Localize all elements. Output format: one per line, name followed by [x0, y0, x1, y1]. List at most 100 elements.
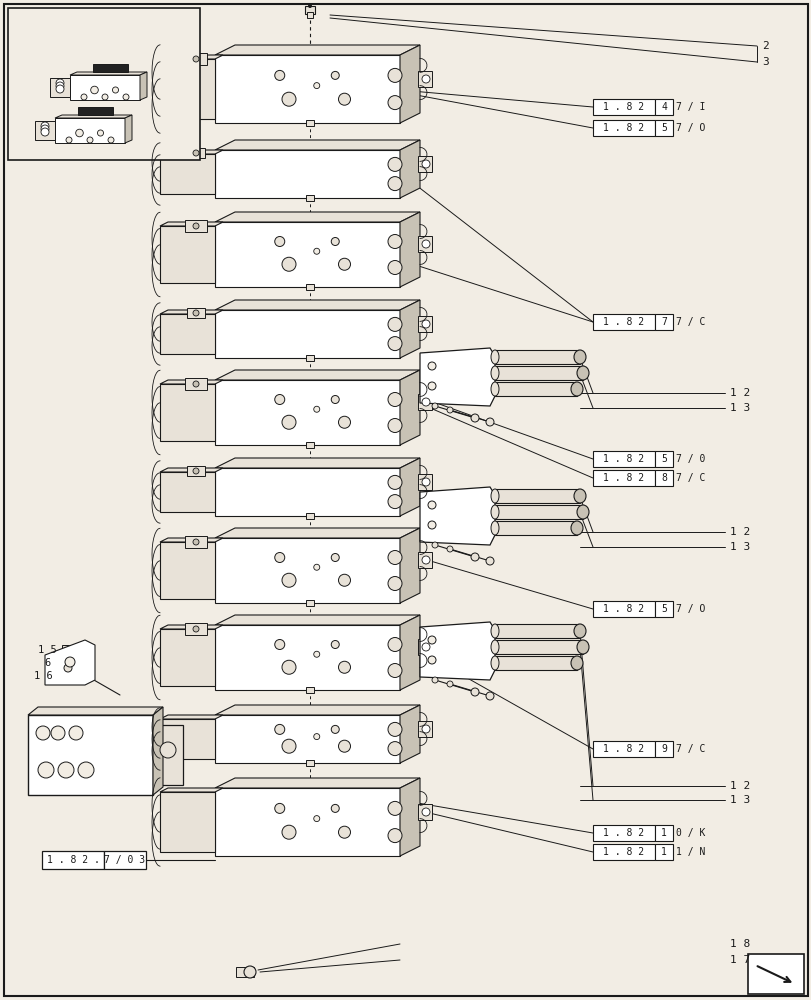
Circle shape	[427, 501, 436, 509]
Circle shape	[193, 539, 199, 545]
Text: 1 . 8 2: 1 . 8 2	[603, 123, 644, 133]
Polygon shape	[418, 721, 431, 737]
Text: 1 / N: 1 / N	[676, 847, 705, 857]
Circle shape	[66, 137, 72, 143]
Ellipse shape	[491, 624, 499, 638]
Polygon shape	[419, 622, 495, 680]
Circle shape	[338, 740, 350, 752]
Polygon shape	[125, 115, 132, 143]
Circle shape	[193, 468, 199, 474]
Circle shape	[281, 92, 296, 106]
Circle shape	[64, 664, 72, 672]
Bar	[187, 466, 204, 476]
Circle shape	[331, 237, 339, 245]
Circle shape	[281, 739, 296, 753]
Circle shape	[446, 546, 453, 552]
Polygon shape	[400, 778, 419, 856]
Bar	[236, 967, 254, 977]
Circle shape	[313, 83, 320, 89]
Text: 1 8: 1 8	[729, 939, 749, 949]
Text: 1 . 8 2: 1 . 8 2	[603, 454, 644, 464]
Polygon shape	[418, 639, 431, 655]
Circle shape	[446, 407, 453, 413]
Circle shape	[427, 656, 436, 664]
Polygon shape	[139, 72, 147, 100]
Polygon shape	[215, 150, 400, 198]
Text: 1 . 8 2: 1 . 8 2	[603, 847, 644, 857]
Text: 1 . 8 2: 1 . 8 2	[603, 102, 644, 112]
Circle shape	[388, 638, 401, 652]
Bar	[307, 12, 312, 18]
Polygon shape	[215, 222, 400, 287]
Circle shape	[313, 734, 320, 740]
Circle shape	[281, 415, 296, 429]
Bar	[8, 8, 200, 160]
Polygon shape	[400, 705, 419, 763]
Circle shape	[313, 651, 320, 657]
Text: 7 / 0 3: 7 / 0 3	[105, 855, 145, 865]
Bar	[592, 314, 654, 330]
Bar	[306, 687, 314, 693]
Ellipse shape	[491, 489, 499, 503]
Circle shape	[388, 177, 401, 191]
Circle shape	[36, 726, 50, 740]
Polygon shape	[55, 118, 125, 143]
Polygon shape	[418, 474, 431, 490]
Polygon shape	[418, 71, 431, 87]
Polygon shape	[160, 719, 215, 759]
Polygon shape	[160, 310, 223, 314]
Polygon shape	[418, 156, 431, 172]
Circle shape	[388, 722, 401, 736]
Bar	[592, 601, 654, 617]
Polygon shape	[215, 300, 419, 310]
Circle shape	[56, 82, 64, 90]
Polygon shape	[160, 792, 215, 852]
Polygon shape	[418, 394, 431, 410]
Circle shape	[422, 240, 430, 248]
Polygon shape	[215, 705, 419, 715]
Circle shape	[193, 381, 199, 387]
Circle shape	[388, 317, 401, 331]
Circle shape	[388, 801, 401, 815]
Polygon shape	[215, 468, 400, 516]
Text: 1 . 8 2 .: 1 . 8 2 .	[46, 855, 99, 865]
Bar	[306, 513, 314, 519]
Polygon shape	[215, 370, 419, 380]
Circle shape	[470, 553, 478, 561]
Text: 1 2: 1 2	[729, 527, 749, 537]
Circle shape	[388, 260, 401, 274]
Polygon shape	[215, 140, 419, 150]
Circle shape	[422, 160, 430, 168]
Polygon shape	[495, 350, 579, 364]
Circle shape	[388, 664, 401, 678]
Bar	[654, 470, 672, 486]
Polygon shape	[495, 382, 577, 396]
Text: 2: 2	[761, 41, 768, 51]
Circle shape	[193, 150, 199, 156]
Bar	[592, 470, 654, 486]
Circle shape	[431, 403, 437, 409]
Bar	[592, 741, 654, 757]
Polygon shape	[400, 615, 419, 690]
Circle shape	[427, 636, 436, 644]
Text: 7 / C: 7 / C	[676, 744, 705, 754]
Circle shape	[388, 234, 401, 248]
Polygon shape	[215, 715, 400, 763]
Bar	[185, 378, 207, 390]
Polygon shape	[160, 55, 223, 59]
Circle shape	[338, 416, 350, 428]
Circle shape	[41, 122, 49, 130]
Text: 5: 5	[660, 604, 666, 614]
Text: 6: 6	[44, 658, 50, 668]
Text: 1: 1	[660, 847, 666, 857]
Polygon shape	[215, 380, 400, 445]
Circle shape	[160, 742, 176, 758]
Polygon shape	[400, 458, 419, 516]
Polygon shape	[160, 538, 223, 542]
Text: 1 2: 1 2	[729, 781, 749, 791]
Polygon shape	[419, 487, 495, 545]
Circle shape	[388, 495, 401, 509]
Ellipse shape	[491, 366, 499, 380]
Text: 1 7: 1 7	[729, 955, 749, 965]
Text: 1 . 8 2: 1 . 8 2	[603, 317, 644, 327]
